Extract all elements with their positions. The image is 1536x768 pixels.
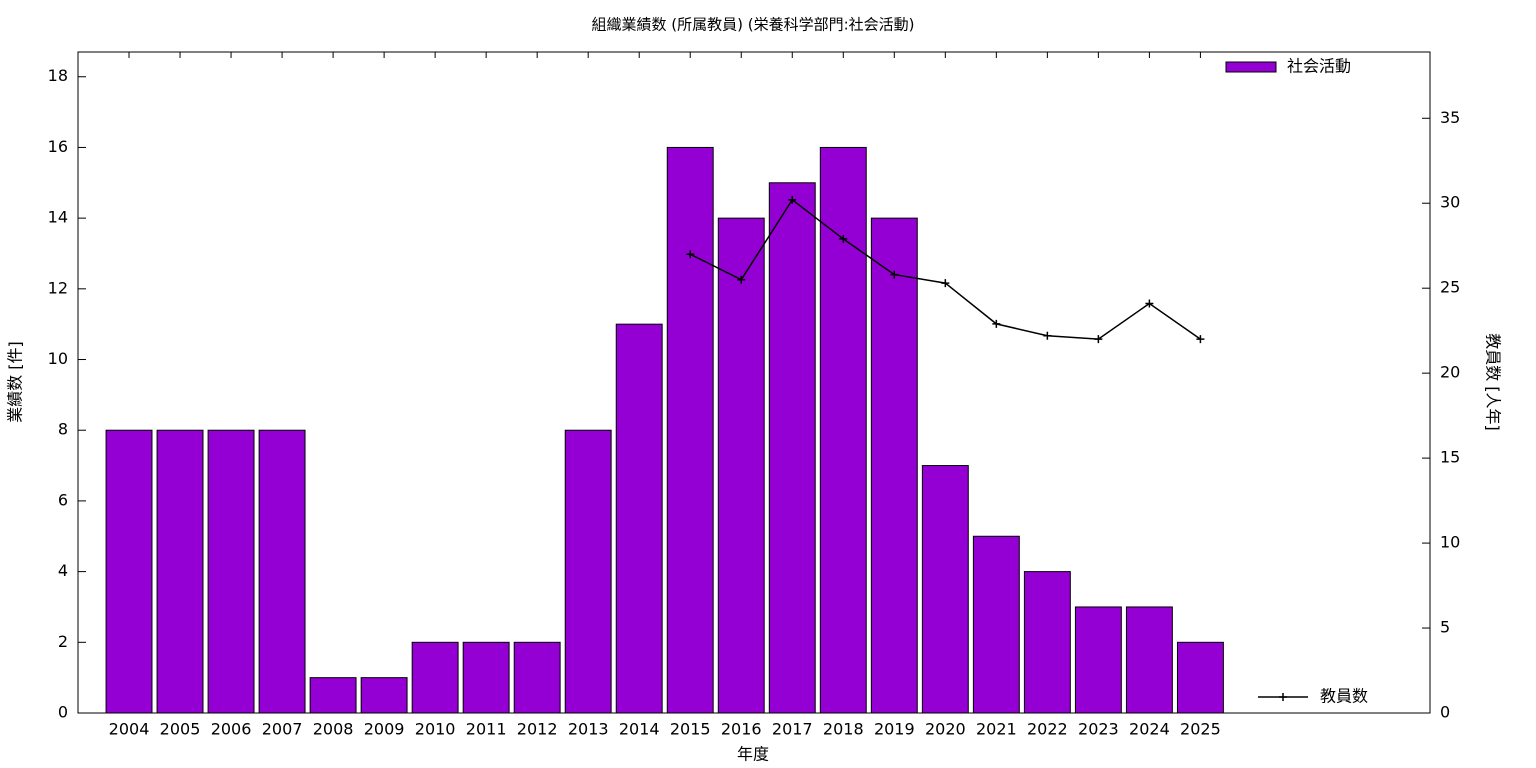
bar [768,182,816,714]
line-point [1043,331,1052,340]
x-tick-label: 2014 [619,720,660,739]
bar [921,465,969,714]
x-tick-label: 2013 [568,720,609,739]
x-tick-label: 2020 [925,720,966,739]
x-tick-label: 2017 [772,720,813,739]
bar [870,217,918,714]
x-tick-label: 2022 [1027,720,1068,739]
bar [1023,571,1071,714]
x-tick-label: 2004 [109,720,150,739]
y2-tick-label: 35 [1440,108,1460,127]
line-point [941,279,950,288]
x-tick-label: 2019 [874,720,915,739]
x-tick-label: 2025 [1180,720,1221,739]
bar [360,677,408,714]
line-point [788,195,797,204]
y-tick-label: 10 [48,349,68,368]
y2-tick-label: 10 [1440,533,1460,552]
x-tick-label: 2005 [160,720,201,739]
bar [156,429,204,714]
bar [1176,641,1224,714]
bar [717,217,765,714]
line-point [992,319,1001,328]
y2-tick-label: 30 [1440,193,1460,212]
bar [1074,606,1122,714]
y2-tick-label: 0 [1440,703,1450,722]
line-point [1094,335,1103,344]
x-axis-label: 年度 [737,745,769,764]
bar [513,641,561,714]
x-tick-label: 2016 [721,720,762,739]
y-tick-label: 12 [48,278,68,297]
bar [819,146,867,714]
x-tick-label: 2024 [1129,720,1170,739]
legend-swatch [1225,61,1277,73]
bar [564,429,612,714]
x-tick-label: 2023 [1078,720,1119,739]
y2-tick-label: 20 [1440,363,1460,382]
bar [258,429,306,714]
bar [207,429,255,714]
legend-label: 社会活動 [1287,57,1351,76]
y-tick-label: 8 [58,420,68,439]
x-tick-label: 2006 [211,720,252,739]
x-tick-label: 2021 [976,720,1017,739]
legend-label: 教員数 [1320,687,1368,706]
bar [972,535,1020,714]
y-tick-label: 6 [58,490,68,509]
bar [411,641,459,714]
y2-tick-label: 15 [1440,448,1460,467]
y2-tick-label: 25 [1440,278,1460,297]
line-point [839,234,848,243]
line-point [1196,335,1205,344]
y-tick-label: 16 [48,137,68,156]
bar [309,677,357,714]
line-point [737,275,746,284]
x-tick-label: 2011 [466,720,507,739]
x-tick-label: 2009 [364,720,405,739]
chart-title: 組織業績数 (所属教員) (栄養科学部門:社会活動) [591,16,914,34]
x-tick-label: 2008 [313,720,354,739]
x-tick-label: 2015 [670,720,711,739]
bar [615,323,663,714]
bar [105,429,153,714]
x-tick-label: 2012 [517,720,558,739]
bar [1125,606,1173,714]
legend-point [1279,693,1287,701]
y2-axis-label: 教員数 [人年] [1484,333,1503,431]
y-axis-label: 業績数 [件] [6,341,25,423]
line-point [1145,299,1154,308]
bar [666,146,714,714]
y-tick-label: 0 [58,703,68,722]
y-tick-label: 18 [48,66,68,85]
y-tick-label: 4 [58,561,68,580]
line-series [689,198,1201,340]
y2-tick-label: 5 [1440,618,1450,637]
bar [462,641,510,714]
line-point [686,250,695,259]
x-tick-label: 2010 [415,720,456,739]
x-tick-label: 2007 [262,720,303,739]
line-point [890,270,899,279]
y-tick-label: 2 [58,632,68,651]
y-tick-label: 14 [48,208,68,227]
x-tick-label: 2018 [823,720,864,739]
